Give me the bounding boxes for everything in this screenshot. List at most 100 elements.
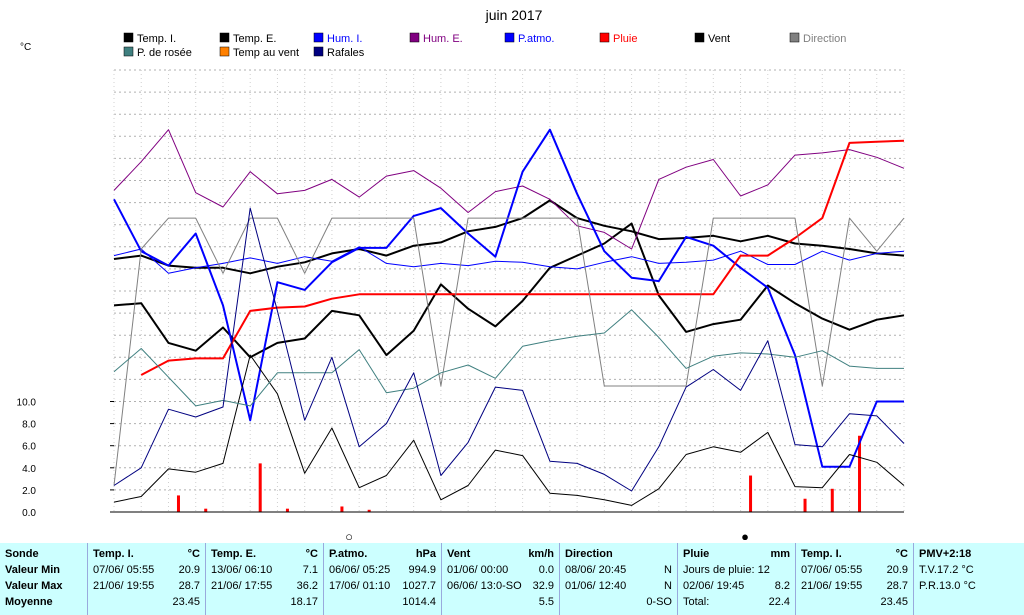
pmv-pr: P.R.13.0 °C (919, 580, 976, 592)
stats-col-vent: Vent km/h 01/06/ 00:00 0.0 06/06/ 13:0-SO 3… (442, 543, 560, 615)
y-tick-label: 4.0 (22, 464, 36, 475)
legend-swatch-hum-e (409, 32, 420, 43)
min-date: 08/06/ (565, 564, 596, 576)
series-line-rafales (113, 207, 905, 492)
y-tick-label: 2.0 (22, 486, 36, 497)
legend-label-hum-e: Hum. E. (423, 33, 463, 45)
row-label-avg: Moyenne (5, 596, 53, 608)
series-line-hum-e (113, 129, 905, 250)
stats-panel: Sonde Valeur Min Valeur Max Moyenne Temp… (0, 543, 1024, 615)
max-value: 28.7 (178, 580, 200, 592)
total-label: Total: (683, 596, 710, 608)
min-time: 05:55 (126, 564, 155, 576)
col-unit: mm (770, 548, 790, 560)
legend-label-direction: Direction (803, 33, 846, 45)
series-line-hum-i (113, 246, 905, 274)
col-title: P.atmo. (329, 548, 368, 560)
avg-value: 5.5 (538, 596, 554, 608)
min-date: 07/06/ (801, 564, 832, 576)
y-axis: 0.0 2.0 4.0 6.0 8.0 10.0 (17, 398, 114, 519)
chart-title: juin 2017 (485, 7, 543, 23)
rain-bar (285, 508, 289, 512)
min-time: 06:10 (244, 564, 273, 576)
col-unit: °C (305, 548, 318, 560)
legend-label-rafales: Rafales (327, 47, 365, 59)
rain-bar (803, 498, 807, 512)
col-title: Pluie (683, 548, 710, 560)
rain-bar (258, 463, 262, 512)
avg-value: 23.45 (880, 596, 908, 608)
min-date: 06/06/ (329, 564, 360, 576)
legend-swatch-p-de-ros-e (123, 46, 134, 57)
min-time: 00:00 (480, 564, 509, 576)
row-label-min: Valeur Min (5, 564, 61, 576)
pmv-title: PMV+2:18 (919, 548, 972, 560)
y-tick-label: 6.0 (22, 442, 36, 453)
rain-bar (858, 435, 862, 512)
col-unit: °C (187, 548, 200, 560)
moon-icon-1: ○ (345, 529, 353, 540)
col-title: Direction (565, 548, 613, 560)
max-date: 06/06/ (447, 580, 478, 592)
legend-swatch-rafales (313, 46, 324, 57)
min-time: 05:55 (834, 564, 863, 576)
rain-bar (176, 495, 180, 512)
y-tick-label: 8.0 (22, 420, 36, 431)
min-value: 20.9 (886, 564, 908, 576)
avg-value: 1014.4 (402, 596, 436, 608)
max-value: 1027.7 (402, 580, 436, 592)
col-unit: km/h (528, 548, 554, 560)
legend-label-p-atmo: P.atmo. (518, 33, 555, 45)
col-title: Temp. I. (801, 548, 842, 560)
y-tick-label: 0.0 (22, 508, 36, 519)
max-time: 01:10 (362, 580, 391, 592)
min-value: 7.1 (302, 564, 318, 576)
legend-swatch-p-atmo (504, 32, 515, 43)
stats-col-temp-i: Temp. I. °C 07/06/ 05:55 20.9 21/06/ 19:55… (88, 543, 206, 615)
stats-col-pluie: Pluie mm Jours de pluie: 12 02/06/ 19:45 8… (678, 543, 796, 615)
stats-col-patmo: P.atmo. hPa 06/06/ 05:25 994.9 17/06/ 01:1… (324, 543, 442, 615)
stats-col-temp-e: Temp. E. °C 13/06/ 06:10 7.1 21/06/ 17:55 3… (206, 543, 324, 615)
max-value: 36.2 (296, 580, 318, 592)
legend-swatch-hum-i (313, 32, 324, 43)
max-date: 01/06/ (565, 580, 596, 592)
rain-bar (204, 508, 208, 512)
legend-swatch-temp-e (219, 32, 230, 43)
stats-row-labels: Sonde Valeur Min Valeur Max Moyenne (0, 543, 88, 615)
max-time: 19:55 (126, 580, 155, 592)
rain-bar (340, 506, 344, 512)
y-axis-unit: °C (20, 42, 31, 53)
col-title: Vent (447, 548, 471, 560)
max-time: 19:55 (834, 580, 863, 592)
series-line-temp-e (113, 222, 905, 359)
rain-bars (176, 435, 862, 512)
stats-col-temp-i-2: Temp. I. °C 07/06/ 05:55 20.9 21/06/ 19:55… (796, 543, 914, 615)
legend-label-vent: Vent (708, 33, 730, 45)
max-date: 21/06/ (211, 580, 242, 592)
col-title: Temp. I. (93, 548, 134, 560)
total-value: 22.4 (768, 596, 790, 608)
avg-value: 18.17 (290, 596, 318, 608)
rain-days: Jours de pluie: 12 (683, 564, 770, 576)
max-date: 17/06/ (329, 580, 360, 592)
rain-bar (749, 475, 753, 512)
col-unit: °C (895, 548, 908, 560)
series-line-p-de-ros-e (113, 309, 904, 407)
max-date: 02/06/ (683, 580, 714, 592)
pmv-tv: T.V.17.2 °C (919, 564, 974, 576)
min-value: N (664, 564, 672, 576)
series-line-pluie (140, 139, 905, 376)
weather-chart: juin 2017 °C Temp. I. Temp. E. Hum. I. Hum.… (17, 7, 905, 540)
min-date: 13/06/ (211, 564, 242, 576)
min-time: 20:45 (598, 564, 627, 576)
stats-col-direction: Direction 08/06/ 20:45 N 01/06/ 12:40 N 0-… (560, 543, 678, 615)
avg-value: 0-SO (646, 596, 672, 608)
max-value: N (664, 580, 672, 592)
series-line-direction (113, 217, 905, 486)
max-value: 32.9 (532, 580, 554, 592)
stats-col-pmv: PMV+2:18 T.V.17.2 °C P.R.13.0 °C (914, 543, 1024, 615)
series-line-vent (113, 354, 905, 506)
rain-bar (830, 488, 834, 512)
legend-label-pluie: Pluie (613, 33, 637, 45)
y-tick-label: 10.0 (17, 398, 37, 409)
